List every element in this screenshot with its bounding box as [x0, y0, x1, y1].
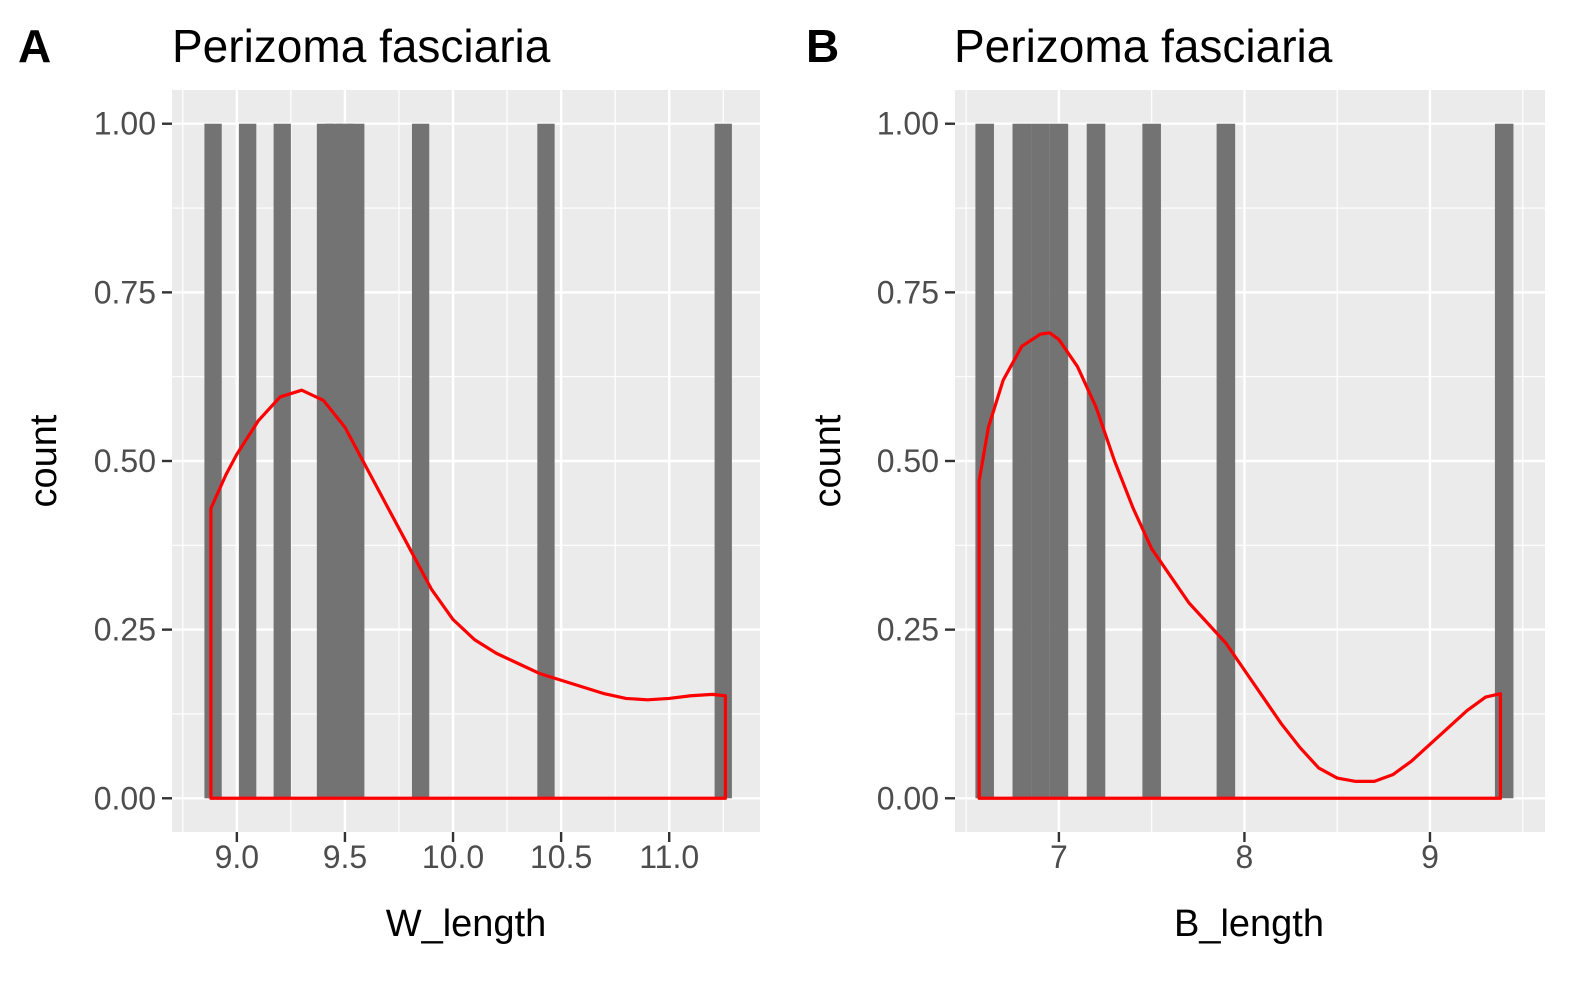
panel-label-b: B [806, 20, 839, 72]
y-tick-label-a: 0.75 [94, 274, 156, 310]
y-tick-label-b: 0.25 [877, 612, 939, 648]
histogram-bar-b [1494, 123, 1514, 799]
y-tick-label-b: 1.00 [877, 106, 939, 142]
histogram-bar-b [1012, 123, 1032, 799]
panel-title-b: Perizoma fasciaria [954, 20, 1333, 72]
y-axis-title-a: count [23, 414, 65, 507]
histogram-bar-b [1086, 123, 1106, 799]
panel-b: B Perizoma fasciaria 0.00 0.25 0.50 0.75 1.0… [806, 20, 1545, 945]
x-tick-label-a: 10.5 [530, 839, 592, 875]
y-tick-label-a: 1.00 [94, 106, 156, 142]
x-tick-label-a: 10.0 [422, 839, 484, 875]
histogram-bar-b [1216, 123, 1236, 799]
histogram-bar-a [714, 123, 732, 799]
histogram-bar-a [204, 123, 222, 799]
histogram-bar-a [347, 123, 365, 799]
panel-title-a: Perizoma fasciaria [172, 20, 551, 72]
plot-area-a: 0.00 0.25 0.50 0.75 1.00 9.0 9.5 10.0 10.5 11.0 [94, 90, 760, 875]
x-tick-label-a: 9.5 [323, 839, 367, 875]
histogram-bar-a [411, 123, 430, 799]
y-axis-title-b: count [807, 414, 849, 507]
x-axis-title-b: B_length [1174, 903, 1324, 945]
histogram-bar-b [1031, 123, 1050, 799]
x-tick-label-b: 8 [1236, 839, 1254, 875]
plot-area-b: 0.00 0.25 0.50 0.75 1.00 7 8 9 [877, 90, 1545, 875]
y-tick-label-a: 0.00 [94, 780, 156, 816]
y-tick-label-b: 0.75 [877, 274, 939, 310]
x-tick-label-a: 9.0 [215, 839, 259, 875]
panel-label-a: A [18, 20, 51, 72]
density-curve-a [209, 388, 728, 800]
y-tick-label-b: 0.50 [877, 443, 939, 479]
y-tick-label-a: 0.25 [94, 612, 156, 648]
panel-a: A Perizoma fasciaria 0.00 0.25 0.50 0.75 1.0… [18, 20, 760, 945]
histogram-bar-b [1142, 123, 1161, 799]
x-tick-label-b: 9 [1421, 839, 1439, 875]
histogram-bar-a [537, 123, 555, 799]
x-axis-title-a: W_length [386, 903, 547, 945]
density-curve-b [977, 331, 1503, 800]
x-tick-label-a: 11.0 [639, 839, 699, 875]
x-tick-label-b: 7 [1050, 839, 1068, 875]
y-tick-label-b: 0.00 [877, 780, 939, 816]
histogram-bar-a [239, 123, 257, 799]
histogram-bar-a [273, 123, 291, 799]
histogram-bar-b [1049, 123, 1069, 799]
y-tick-label-a: 0.50 [94, 443, 156, 479]
